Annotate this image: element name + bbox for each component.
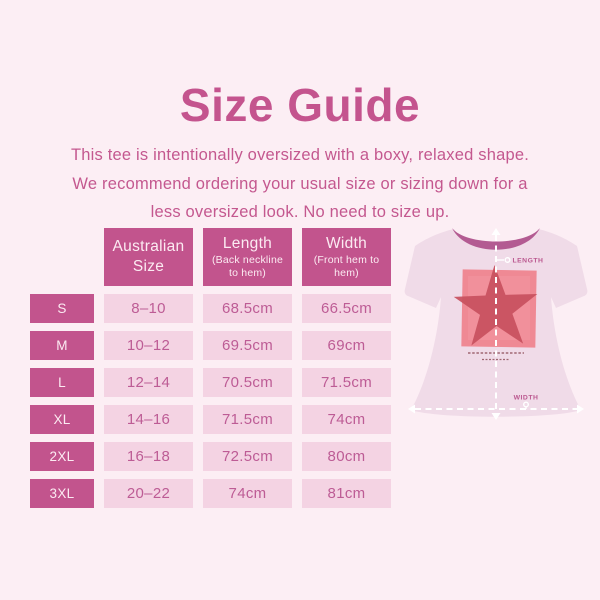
row-label-2xl: 2XL	[30, 442, 94, 471]
cell-length: 71.5cm	[203, 405, 292, 434]
print-star-icon	[453, 265, 538, 346]
column-header-sublabel: (Back neckline to hem)	[211, 254, 284, 279]
column-header-label: Width	[325, 235, 368, 252]
description-line-2: We recommend ordering your usual size or…	[72, 174, 528, 193]
width-label: WIDTH	[514, 395, 539, 402]
cell-australian-size: 20–22	[104, 479, 193, 508]
tshirt-measurement-diagram: LENGTH WIDTH	[404, 228, 588, 420]
cell-width: 80cm	[302, 442, 391, 471]
cell-australian-size: 12–14	[104, 368, 193, 397]
arrow-left-icon	[408, 404, 415, 414]
cell-australian-size: 16–18	[104, 442, 193, 471]
width-measure-line: WIDTH	[408, 395, 584, 414]
row-label-xl: XL	[30, 405, 94, 434]
page-description: This tee is intentionally oversized with…	[0, 141, 600, 227]
cell-length: 69.5cm	[203, 331, 292, 360]
arrow-right-icon	[577, 404, 584, 414]
cell-length: 70.5cm	[203, 368, 292, 397]
width-callout-dot	[522, 401, 529, 408]
cell-width: 66.5cm	[302, 294, 391, 323]
cell-width: 81cm	[302, 479, 391, 508]
column-header-width: Width (Front hem to hem)	[302, 228, 391, 286]
row-label-m: M	[30, 331, 94, 360]
column-header-label: Australian Size	[112, 238, 185, 275]
size-table: Australian Size Length (Back neckline to…	[30, 228, 391, 508]
cell-length: 72.5cm	[203, 442, 292, 471]
arrow-up-icon	[491, 228, 501, 235]
description-line-1: This tee is intentionally oversized with…	[70, 146, 530, 164]
column-header-australian-size: Australian Size	[104, 228, 193, 286]
size-table-empty-corner	[30, 228, 94, 286]
cell-australian-size: 14–16	[104, 405, 193, 434]
cell-australian-size: 10–12	[104, 331, 193, 360]
length-measure-line: LENGTH	[491, 228, 544, 420]
cell-australian-size: 8–10	[104, 294, 193, 323]
description-line-3: less oversized look. No need to size up.	[150, 203, 450, 221]
page-title: Size Guide	[179, 79, 421, 131]
row-label-s: S	[30, 294, 94, 323]
length-callout-dot	[504, 257, 511, 264]
cell-width: 74cm	[302, 405, 391, 434]
column-header-label: Length	[222, 235, 273, 252]
row-label-l: L	[30, 368, 94, 397]
cell-width: 69cm	[302, 331, 391, 360]
row-label-3xl: 3XL	[30, 479, 94, 508]
length-label: LENGTH	[513, 258, 544, 265]
arrow-down-icon	[491, 413, 501, 420]
column-header-length: Length (Back neckline to hem)	[203, 228, 292, 286]
column-header-sublabel: (Front hem to hem)	[313, 254, 380, 279]
cell-length: 74cm	[203, 479, 292, 508]
cell-width: 71.5cm	[302, 368, 391, 397]
tshirt-collar	[452, 228, 540, 250]
tshirt-print-star-graphic	[453, 265, 538, 361]
cell-length: 68.5cm	[203, 294, 292, 323]
